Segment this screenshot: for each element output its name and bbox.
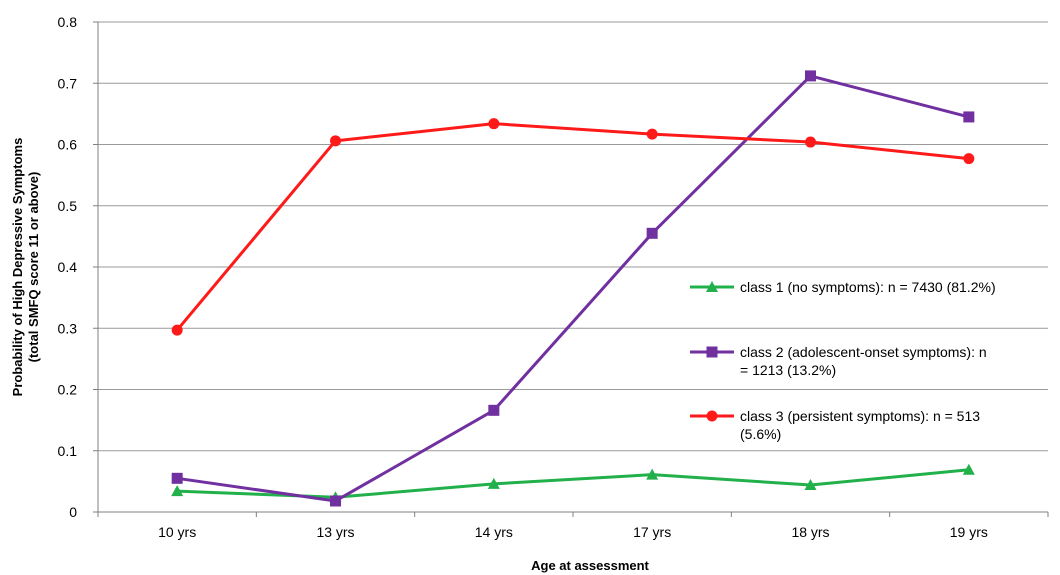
data-point-class-2 bbox=[963, 111, 975, 123]
y-axis-ticks: 0 0.1 0.2 0.3 0.4 0.5 0.6 0.7 0.8 bbox=[58, 14, 78, 520]
gridlines bbox=[93, 21, 1049, 517]
data-point-class-2 bbox=[488, 404, 500, 416]
data-point-class-1 bbox=[487, 477, 500, 489]
x-tick-label: 17 yrs bbox=[633, 524, 671, 540]
x-tick-label: 13 yrs bbox=[316, 524, 354, 540]
series-line-class-1 bbox=[177, 468, 969, 499]
legend-marker-class-3 bbox=[706, 410, 718, 422]
y-tick-label: 0.8 bbox=[58, 14, 78, 30]
y-tick-label: 0.4 bbox=[58, 259, 78, 275]
legend-label-class-2: = 1213 (13.2%) bbox=[740, 362, 836, 378]
data-point-class-2 bbox=[330, 495, 341, 507]
y-axis-title-line-2: (total SMFQ score 11 or above) bbox=[26, 172, 41, 363]
y-tick-label: 0.1 bbox=[58, 443, 78, 459]
legend-label-class-2: class 2 (adolescent-onset symptoms): n bbox=[740, 344, 987, 360]
data-point-class-1 bbox=[171, 485, 184, 497]
legend: class 1 (no symptoms): n = 7430 (81.2%) c… bbox=[690, 279, 996, 442]
series-layer bbox=[171, 70, 975, 507]
data-point-class-1 bbox=[962, 463, 975, 475]
y-tick-label: 0.7 bbox=[58, 75, 78, 91]
y-tick-label: 0.6 bbox=[58, 137, 78, 153]
x-tick-label: 18 yrs bbox=[791, 524, 829, 540]
data-point-class-1 bbox=[646, 468, 659, 480]
x-axis-ticks: 10 yrs 13 yrs 14 yrs 17 yrs 18 yrs 19 yrs bbox=[158, 524, 988, 540]
data-point-class-3 bbox=[330, 135, 341, 147]
y-tick-label: 0 bbox=[69, 504, 77, 520]
data-point-class-3 bbox=[963, 153, 975, 165]
data-point-class-2 bbox=[646, 227, 658, 239]
y-tick-label: 0.2 bbox=[58, 382, 78, 398]
series-line-class-2 bbox=[176, 74, 970, 503]
x-tick-label: 10 yrs bbox=[158, 524, 196, 540]
series-line-class-3 bbox=[176, 122, 969, 332]
x-tick-label: 19 yrs bbox=[950, 524, 988, 540]
legend-label-class-3: class 3 (persistent symptoms): n = 513 bbox=[740, 408, 980, 424]
legend-label-class-1: class 1 (no symptoms): n = 7430 (81.2%) bbox=[740, 279, 996, 295]
data-point-class-2 bbox=[171, 472, 183, 484]
y-axis-title-line-1: Probability of High Depressive Symptoms bbox=[10, 138, 25, 397]
x-tick-label: 14 yrs bbox=[475, 524, 513, 540]
data-point-class-3 bbox=[646, 128, 658, 140]
y-tick-label: 0.3 bbox=[58, 320, 78, 336]
legend-marker-class-1 bbox=[706, 281, 718, 292]
legend-label-class-3: (5.6%) bbox=[740, 426, 781, 442]
y-tick-label: 0.5 bbox=[58, 198, 78, 214]
x-axis-title: Age at assessment bbox=[531, 558, 649, 573]
legend-marker-class-2 bbox=[706, 346, 718, 358]
data-point-class-3 bbox=[805, 136, 816, 148]
data-point-class-3 bbox=[171, 324, 183, 336]
data-point-class-2 bbox=[805, 70, 816, 82]
data-point-class-1 bbox=[804, 479, 817, 491]
data-point-class-3 bbox=[488, 118, 500, 130]
